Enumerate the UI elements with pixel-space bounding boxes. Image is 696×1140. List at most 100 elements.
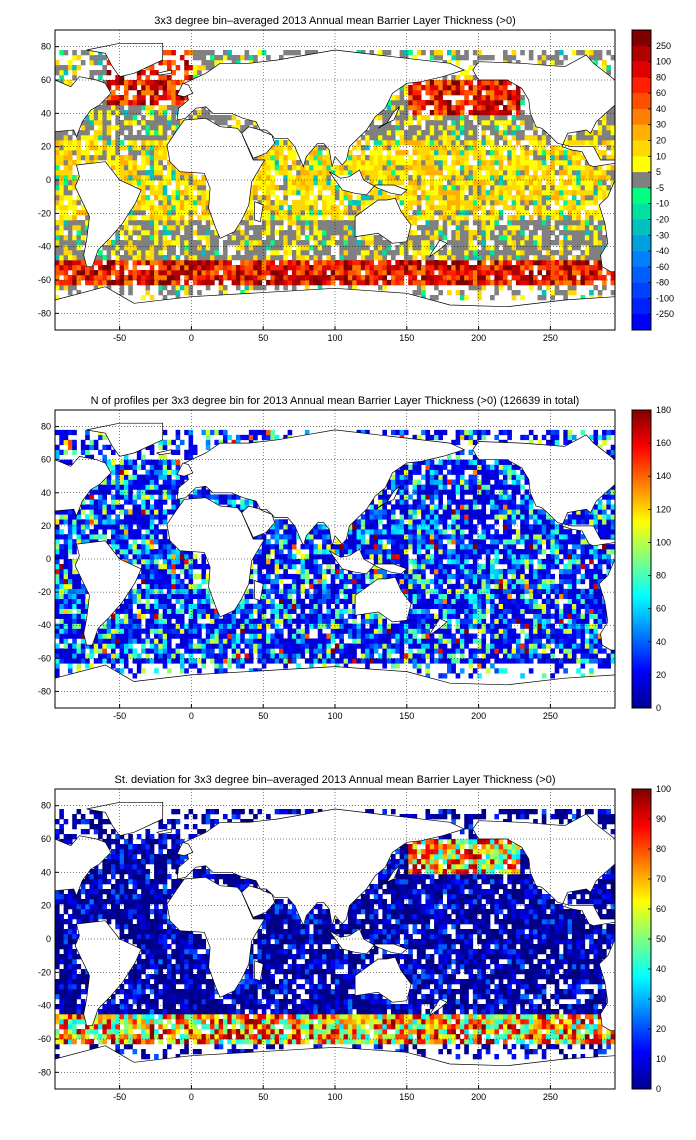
heatmap-cell [261,260,267,266]
heatmap-cell [378,175,383,181]
heatmap-cell [59,260,64,266]
heatmap-cell [167,225,172,231]
heatmap-cell [154,628,159,634]
heatmap-cell [520,210,525,216]
heatmap-cell [63,50,69,56]
heatmap-cell [395,180,400,186]
heatmap-cell [584,165,590,171]
heatmap-cell [589,250,594,256]
heatmap-cell [93,260,99,266]
heatmap-cell [429,180,435,186]
heatmap-cell [533,195,538,201]
heatmap-cell [425,145,431,151]
heatmap-cell [541,130,547,136]
heatmap-cell [434,190,439,196]
heatmap-cell [589,225,594,231]
heatmap-cell [326,260,331,266]
heatmap-cell [477,280,482,286]
heatmap-cell [326,250,331,256]
heatmap-cell [106,120,112,126]
heatmap-cell [524,618,530,624]
heatmap-cell [593,140,599,146]
heatmap-cell [602,65,607,71]
heatmap-cell [481,210,487,216]
heatmap-cell [541,240,547,246]
heatmap-cell [192,230,198,236]
heatmap-cell [425,120,431,126]
colorbar: 2501008060403020105-5-10-20-30-40-60-80-… [631,29,674,331]
heatmap-cell [132,80,138,86]
heatmap-cell [343,190,349,196]
heatmap-cell [537,235,543,241]
heatmap-cell [106,260,112,266]
heatmap-cell [167,60,172,66]
heatmap-cell [511,653,517,659]
heatmap-cell [541,230,547,236]
heatmap-cell [541,200,547,206]
heatmap-cell [335,170,340,176]
heatmap-cell [76,668,82,674]
heatmap-cell [231,55,237,61]
heatmap-cell [468,638,474,644]
heatmap-cell [490,230,495,236]
heatmap-cell [378,115,383,121]
heatmap-cell [524,185,530,191]
heatmap-cell [343,230,349,236]
heatmap-cell [580,190,586,196]
heatmap-cell [162,110,168,116]
heatmap-cell [503,240,508,246]
heatmap-cell [347,200,353,206]
heatmap-cell [472,175,478,181]
heatmap-cell [184,275,189,281]
heatmap-cell [369,170,375,176]
heatmap-cell [567,165,573,171]
heatmap-cell [468,145,474,151]
heatmap-cell [304,215,310,221]
heatmap-cell [451,240,456,246]
heatmap-cell [438,145,443,151]
heatmap-cell [580,255,586,261]
heatmap-cell [158,150,163,156]
heatmap-cell [589,210,594,216]
heatmap-cell [317,160,323,166]
heatmap-cell [464,145,469,151]
heatmap-cell [580,165,586,171]
heatmap-cell [541,628,547,634]
heatmap-cell [442,633,448,639]
heatmap-cell [296,210,301,216]
heatmap-cell [274,240,280,246]
heatmap-cell [421,85,426,91]
heatmap-cell [171,60,176,66]
heatmap-cell [451,215,456,221]
heatmap-cell [55,653,60,659]
heatmap-cell [274,275,280,281]
heatmap-cell [128,150,133,156]
heatmap-cell [115,653,120,659]
heatmap-cell [429,120,435,126]
heatmap-cell [576,245,581,251]
heatmap-cell [597,618,603,624]
heatmap-cell [429,155,435,161]
heatmap-cell [425,115,431,121]
heatmap-cell [119,618,125,624]
heatmap-cell [580,50,586,56]
heatmap-cell [546,618,551,624]
heatmap-cell [403,205,409,211]
heatmap-cell [593,658,599,664]
heatmap-cell [403,150,409,156]
heatmap-cell [524,275,530,281]
heatmap-cell [136,70,142,76]
heatmap-cell [412,230,418,236]
heatmap-cell [403,140,409,146]
heatmap-cell [119,260,125,266]
heatmap-cell [279,220,284,226]
heatmap-cell [494,200,499,206]
heatmap-cell [434,115,439,121]
heatmap-cell [597,265,603,271]
heatmap-cell [472,230,478,236]
heatmap-cell [72,648,77,654]
heatmap-cell [438,638,443,644]
heatmap-cell [403,210,409,216]
heatmap-cell [537,260,543,266]
heatmap-cell [378,265,383,271]
